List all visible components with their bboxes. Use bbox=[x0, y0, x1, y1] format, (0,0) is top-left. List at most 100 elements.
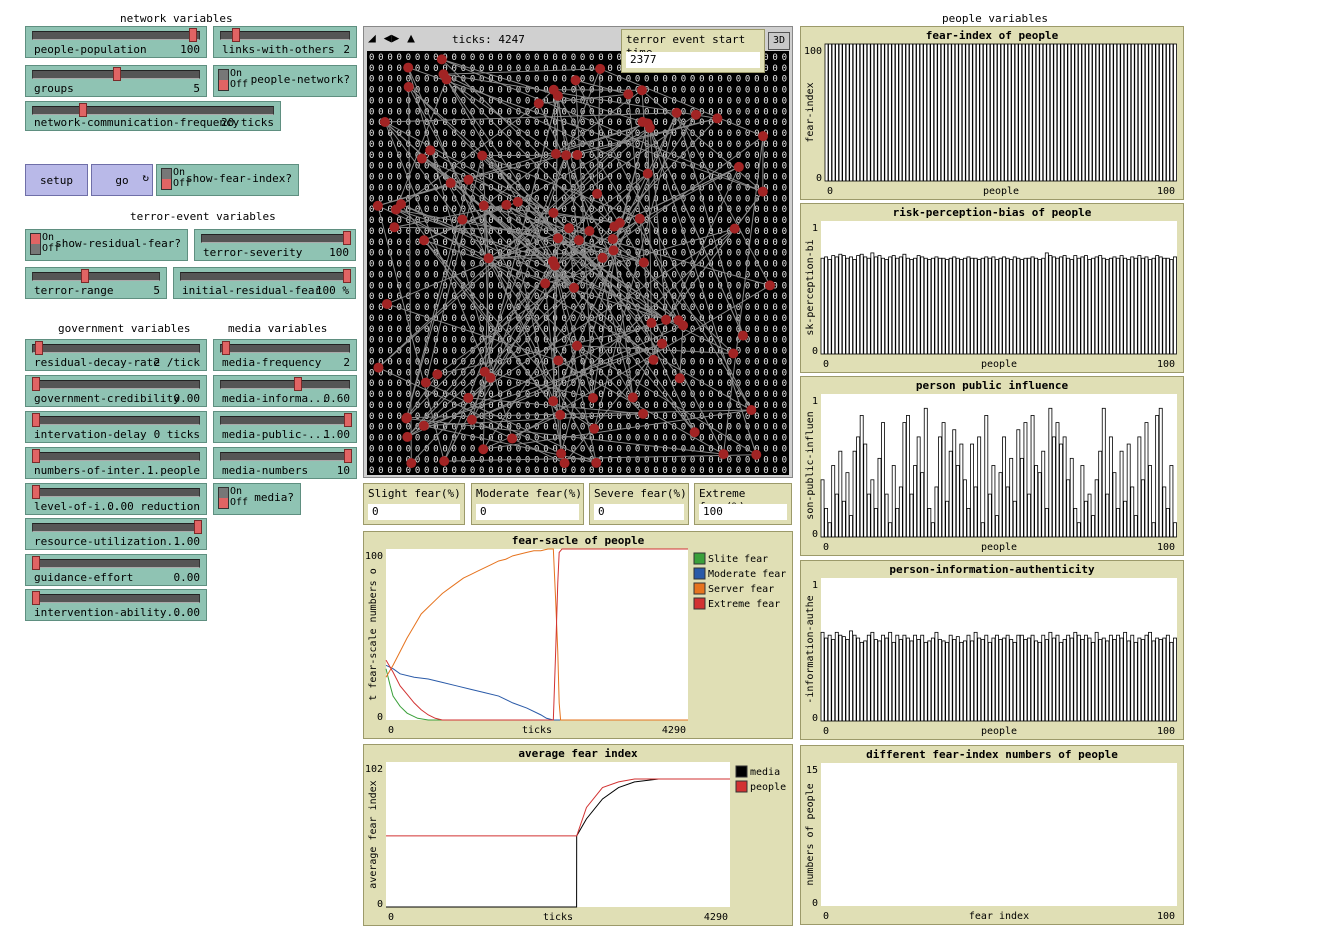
person-node[interactable] bbox=[646, 317, 657, 328]
person-node[interactable] bbox=[436, 54, 447, 65]
slider-track[interactable] bbox=[32, 380, 200, 389]
person-node[interactable] bbox=[552, 233, 563, 244]
slider-knob[interactable] bbox=[194, 520, 202, 534]
person-node[interactable] bbox=[636, 85, 647, 96]
slider-track[interactable] bbox=[220, 416, 350, 425]
slider-knob[interactable] bbox=[32, 377, 40, 391]
slider-track[interactable] bbox=[220, 31, 350, 40]
switch-knob[interactable] bbox=[219, 498, 228, 508]
slider-track[interactable] bbox=[32, 272, 160, 281]
switch-toggle[interactable] bbox=[218, 69, 229, 91]
slider-track[interactable] bbox=[32, 594, 200, 603]
slider-track[interactable] bbox=[32, 31, 200, 40]
person-node[interactable] bbox=[637, 116, 648, 127]
person-node[interactable] bbox=[457, 214, 468, 225]
slider-knob[interactable] bbox=[35, 341, 44, 355]
slider-knob[interactable] bbox=[32, 591, 40, 605]
person-node[interactable] bbox=[648, 354, 659, 365]
person-node[interactable] bbox=[540, 278, 551, 289]
person-node[interactable] bbox=[445, 178, 456, 189]
person-node[interactable] bbox=[728, 348, 739, 359]
person-node[interactable] bbox=[638, 408, 649, 419]
person-node[interactable] bbox=[373, 362, 384, 373]
slider-knob[interactable] bbox=[32, 413, 40, 427]
person-node[interactable] bbox=[533, 98, 544, 109]
switch-knob[interactable] bbox=[31, 234, 40, 244]
person-node[interactable] bbox=[607, 233, 618, 244]
switch-people-network[interactable]: On Off people-network? bbox=[213, 65, 357, 97]
person-node[interactable] bbox=[418, 420, 429, 431]
slider-track[interactable] bbox=[220, 452, 350, 461]
person-node[interactable] bbox=[588, 392, 599, 403]
person-node[interactable] bbox=[671, 107, 682, 118]
switch-toggle[interactable] bbox=[218, 487, 229, 509]
person-node[interactable] bbox=[746, 405, 757, 416]
slider-knob[interactable] bbox=[113, 67, 121, 81]
person-node[interactable] bbox=[584, 225, 595, 236]
slider-knob[interactable] bbox=[343, 269, 351, 283]
person-node[interactable] bbox=[614, 217, 625, 228]
slider-terror-range[interactable]: terror-range 5 bbox=[25, 267, 167, 299]
person-node[interactable] bbox=[439, 456, 450, 467]
slider-knob[interactable] bbox=[232, 28, 241, 42]
person-node[interactable] bbox=[556, 448, 567, 459]
person-node[interactable] bbox=[564, 223, 575, 234]
slider-media-public[interactable]: media-public-... 1.00 bbox=[213, 411, 357, 443]
person-node[interactable] bbox=[712, 113, 723, 124]
person-node[interactable] bbox=[463, 392, 474, 403]
slider-track[interactable] bbox=[32, 106, 274, 115]
person-node[interactable] bbox=[673, 315, 684, 326]
zoom-icon[interactable]: ◢ bbox=[368, 31, 376, 46]
person-node[interactable] bbox=[466, 414, 477, 425]
person-node[interactable] bbox=[547, 256, 558, 267]
person-node[interactable] bbox=[758, 131, 769, 142]
slider-media-informa[interactable]: media-informa... 0.60 bbox=[213, 375, 357, 407]
slider-numbers-of-inter[interactable]: numbers-of-inter... 1 people bbox=[25, 447, 207, 479]
person-node[interactable] bbox=[608, 245, 619, 256]
person-node[interactable] bbox=[507, 433, 518, 444]
slider-guidance-effort[interactable]: guidance-effort 0.00 bbox=[25, 554, 207, 586]
slider-intervention-ability[interactable]: intervention-ability... 0.00 bbox=[25, 589, 207, 621]
person-node[interactable] bbox=[479, 366, 490, 377]
person-node[interactable] bbox=[381, 298, 392, 309]
slider-knob[interactable] bbox=[343, 231, 351, 245]
setup-button[interactable]: setup bbox=[25, 164, 88, 196]
view-controls[interactable]: ◢ ◀▶ ▲ bbox=[368, 31, 415, 46]
slider-track[interactable] bbox=[201, 234, 349, 243]
person-node[interactable] bbox=[623, 89, 634, 100]
person-node[interactable] bbox=[638, 257, 649, 268]
person-node[interactable] bbox=[690, 109, 701, 120]
person-node[interactable] bbox=[570, 75, 581, 86]
people-nodes[interactable] bbox=[372, 54, 775, 469]
slider-government-credibility[interactable]: government-credibility 0.00 bbox=[25, 375, 207, 407]
switch-knob[interactable] bbox=[162, 179, 171, 189]
slider-knob[interactable] bbox=[32, 556, 40, 570]
switch-media[interactable]: On Off media? bbox=[213, 483, 301, 515]
slider-track[interactable] bbox=[32, 416, 200, 425]
switch-show-residual-fear[interactable]: On Off show-residual-fear? bbox=[25, 229, 188, 261]
person-node[interactable] bbox=[644, 122, 655, 133]
person-node[interactable] bbox=[634, 213, 645, 224]
person-node[interactable] bbox=[738, 330, 749, 341]
switch-toggle[interactable] bbox=[161, 168, 172, 190]
person-node[interactable] bbox=[402, 431, 413, 442]
person-node[interactable] bbox=[569, 282, 580, 293]
person-node[interactable] bbox=[561, 150, 572, 161]
slider-knob[interactable] bbox=[344, 413, 352, 427]
person-node[interactable] bbox=[391, 204, 402, 215]
slider-track[interactable] bbox=[32, 559, 200, 568]
world-canvas[interactable]: 00000000 0000000000000000000 0000000 000000… bbox=[367, 51, 789, 475]
slider-knob[interactable] bbox=[222, 341, 231, 355]
slider-level-of-i[interactable]: level-of-i... 0.00 reduction bbox=[25, 483, 207, 515]
person-node[interactable] bbox=[572, 149, 583, 160]
person-node[interactable] bbox=[657, 338, 668, 349]
pan-horizontal-icon[interactable]: ◀▶ bbox=[383, 31, 400, 46]
slider-network-communication-frequency[interactable]: network-communication-frequency 20 ticks bbox=[25, 101, 281, 131]
person-node[interactable] bbox=[477, 150, 488, 161]
slider-media-frequency[interactable]: media-frequency 2 bbox=[213, 339, 357, 371]
person-node[interactable] bbox=[372, 200, 383, 211]
switch-toggle[interactable] bbox=[30, 233, 41, 255]
slider-resource-utilization[interactable]: resource-utilization... 1.00 bbox=[25, 518, 207, 550]
person-node[interactable] bbox=[595, 63, 606, 74]
slider-residual-decay-rate[interactable]: residual-decay-rate 2 /tick bbox=[25, 339, 207, 371]
